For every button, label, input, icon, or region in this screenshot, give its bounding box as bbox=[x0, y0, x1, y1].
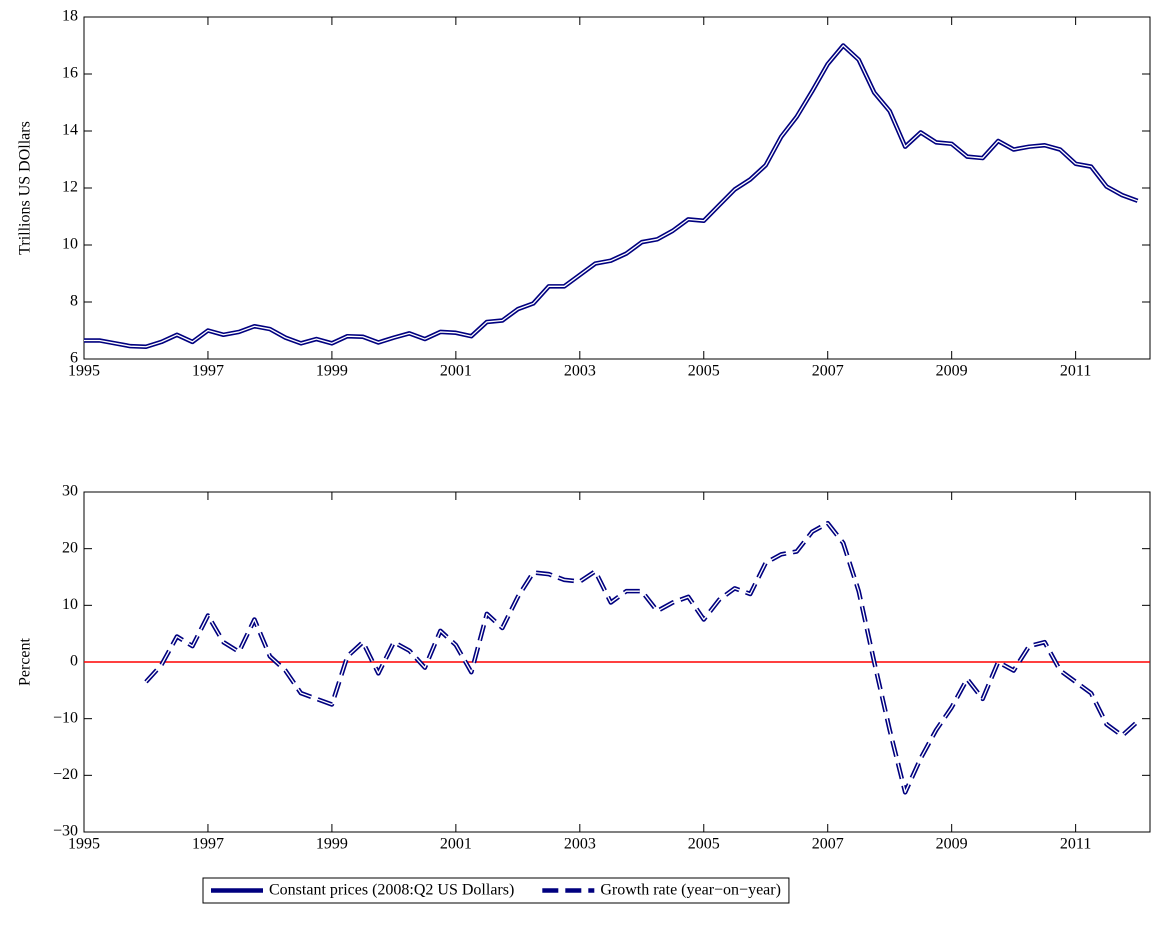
y-tick-label: 14 bbox=[62, 122, 78, 139]
y-tick-label: 30 bbox=[62, 483, 78, 500]
x-tick-label: 2007 bbox=[812, 836, 844, 853]
x-tick-label: 1995 bbox=[68, 363, 100, 380]
x-tick-label: 2005 bbox=[688, 836, 720, 853]
x-tick-label: 2003 bbox=[564, 363, 596, 380]
y-tick-label: 18 bbox=[62, 8, 78, 25]
x-tick-label: 2001 bbox=[440, 363, 472, 380]
legend-label: Growth rate (year−on−year) bbox=[600, 882, 781, 899]
legend-label: Constant prices (2008:Q2 US Dollars) bbox=[269, 882, 514, 899]
y-axis-label: Trillions US DOllars bbox=[17, 121, 34, 255]
y-tick-label: −10 bbox=[53, 709, 78, 726]
y-tick-label: 10 bbox=[62, 236, 78, 253]
y-tick-label: 0 bbox=[70, 653, 78, 670]
series-line bbox=[84, 43, 1139, 349]
y-tick-label: 6 bbox=[70, 350, 78, 367]
y-tick-label: −20 bbox=[53, 766, 78, 783]
x-tick-label: 1997 bbox=[192, 836, 224, 853]
y-tick-label: 12 bbox=[62, 179, 78, 196]
series-line-core bbox=[145, 522, 1139, 793]
y-axis-label: Percent bbox=[17, 637, 34, 686]
y-tick-label: 8 bbox=[70, 293, 78, 310]
x-tick-label: 2009 bbox=[936, 836, 968, 853]
y-tick-label: 20 bbox=[62, 539, 78, 556]
x-tick-label: 2003 bbox=[564, 836, 596, 853]
x-tick-label: 2007 bbox=[812, 363, 844, 380]
x-tick-label: 2011 bbox=[1060, 836, 1091, 853]
y-tick-label: −30 bbox=[53, 823, 78, 840]
x-tick-label: 2009 bbox=[936, 363, 968, 380]
y-tick-label: 16 bbox=[62, 65, 78, 82]
x-tick-label: 1999 bbox=[316, 363, 348, 380]
x-tick-label: 2001 bbox=[440, 836, 472, 853]
legend-box bbox=[202, 877, 790, 904]
series-line-core bbox=[84, 44, 1138, 348]
x-tick-label: 2011 bbox=[1060, 363, 1091, 380]
y-tick-label: 10 bbox=[62, 596, 78, 613]
x-tick-label: 1999 bbox=[316, 836, 348, 853]
plot-area bbox=[83, 16, 1151, 360]
x-tick-label: 1997 bbox=[192, 363, 224, 380]
series-line bbox=[144, 520, 1140, 795]
legend: Constant prices (2008:Q2 US Dollars) Grow… bbox=[202, 877, 790, 904]
x-tick-label: 1995 bbox=[68, 836, 100, 853]
x-tick-label: 2005 bbox=[688, 363, 720, 380]
